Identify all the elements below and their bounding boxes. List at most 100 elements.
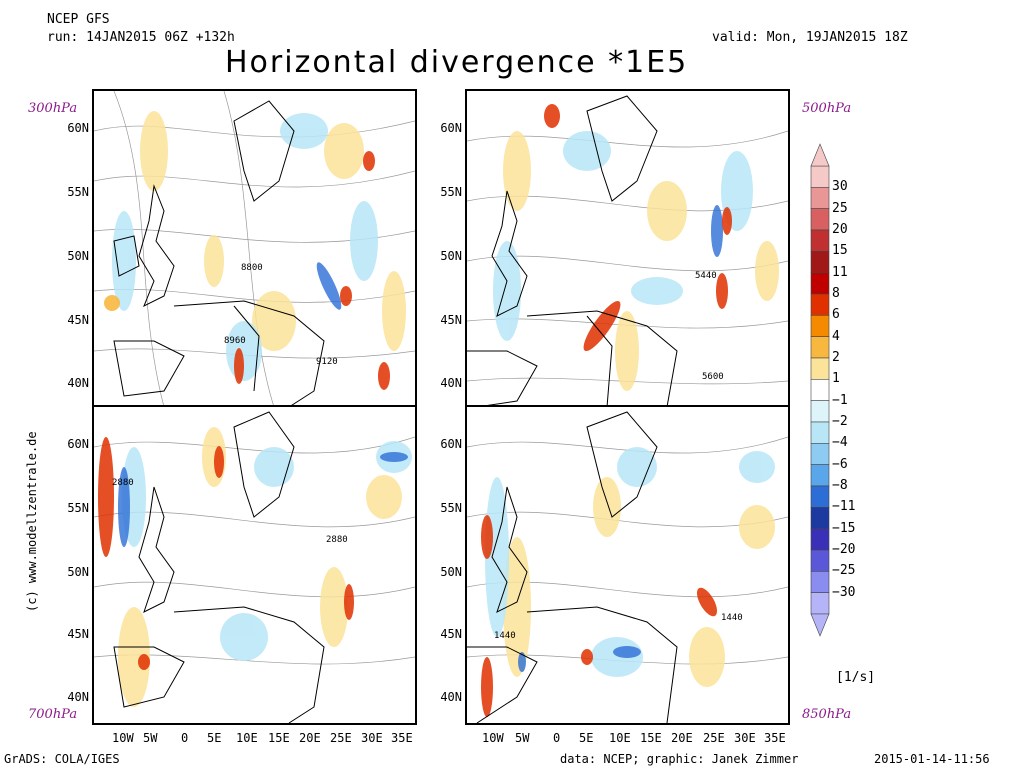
- lon-label: 0: [181, 731, 189, 745]
- lon-label: 10W: [112, 731, 134, 745]
- colorbar-tick-label: −8: [832, 478, 848, 493]
- map-panel-850: 1440 1440: [465, 405, 790, 725]
- contour-label: 9120: [316, 357, 338, 367]
- lat-label: 55N: [67, 185, 89, 199]
- lat-label: 50N: [67, 565, 89, 579]
- colorbar-tick-label: 6: [832, 307, 840, 323]
- colorbar: [810, 143, 830, 637]
- colorbar-swatch: [810, 272, 830, 295]
- lon-label: 10E: [236, 731, 258, 745]
- colorbar-tick-label: 11: [832, 264, 848, 280]
- colorbar-tick-label: 4: [832, 328, 840, 344]
- lat-label: 55N: [440, 185, 462, 199]
- contour-label: 2880: [112, 478, 134, 488]
- colorbar-swatch: [810, 315, 830, 337]
- colorbar-tick-label: −30: [832, 584, 856, 600]
- colorbar-tick-label: −4: [832, 435, 848, 451]
- lon-label: 20E: [671, 731, 693, 745]
- map-700-svg: 2880 2880: [94, 411, 415, 723]
- lat-label: 40N: [440, 376, 462, 390]
- level-label-850: 850hPa: [802, 707, 852, 722]
- model-name: NCEP GFS: [47, 12, 110, 27]
- valid-time: valid: Mon, 19JAN2015 18Z: [712, 30, 908, 45]
- colorbar-tick-label: 2: [832, 350, 840, 365]
- lat-label: 55N: [440, 501, 462, 515]
- lon-label: 10E: [609, 731, 631, 745]
- colorbar-swatch: [810, 485, 830, 508]
- lat-label: 45N: [67, 313, 89, 327]
- colorbar-swatch: [810, 549, 830, 572]
- lat-label: 55N: [67, 501, 89, 515]
- colorbar-tick-label: 8: [832, 286, 840, 301]
- contour-label: 8800: [241, 263, 263, 273]
- colorbar-swatch: [810, 251, 830, 273]
- colorbar-swatch: [810, 421, 830, 444]
- colorbar-swatch: [810, 571, 830, 593]
- colorbar-swatch: [810, 165, 830, 188]
- map-850-svg: 1440 1440: [467, 411, 788, 723]
- lat-label: 60N: [67, 121, 89, 135]
- contour-label: 5600: [702, 372, 724, 382]
- colorbar-tick-label: 20: [832, 222, 848, 237]
- chart-title: Horizontal divergence *1E5: [225, 45, 689, 80]
- level-label-500: 500hPa: [802, 101, 852, 116]
- lat-label: 50N: [440, 565, 462, 579]
- colorbar-swatch: [810, 379, 830, 401]
- colorbar-tick-label: 25: [832, 200, 848, 216]
- lat-label: 60N: [440, 121, 462, 135]
- colorbar-tick-label: 15: [832, 243, 848, 259]
- lon-label: 0: [553, 731, 561, 745]
- contour-label: 2880: [326, 535, 348, 545]
- lat-label: 50N: [440, 249, 462, 263]
- colorbar-bottom-arrow: [810, 613, 830, 637]
- lat-label: 45N: [440, 313, 462, 327]
- colorbar-tick-label: 30: [832, 179, 848, 195]
- lon-label: 15E: [268, 731, 290, 745]
- contour-label: 1440: [494, 631, 516, 641]
- contour-label: 8960: [224, 336, 246, 346]
- colorbar-tick-label: −6: [832, 456, 848, 472]
- colorbar-tick-label: −15: [832, 520, 856, 536]
- lat-label: 60N: [67, 437, 89, 451]
- lat-label: 50N: [67, 249, 89, 263]
- colorbar-swatch: [810, 443, 830, 465]
- colorbar-swatch: [810, 507, 830, 529]
- map-panel-700: 2880 2880: [92, 405, 417, 725]
- colorbar-swatch: [810, 229, 830, 252]
- colorbar-swatch: [810, 187, 830, 209]
- lat-label: 40N: [67, 690, 89, 704]
- lon-label: 30E: [734, 731, 756, 745]
- colorbar-swatch: [810, 464, 830, 487]
- colorbar-tick-label: −1: [832, 392, 848, 408]
- colorbar-swatch: [810, 592, 830, 615]
- colorbar-swatch: [810, 400, 830, 423]
- map-panel-500: 5440 5600: [465, 89, 790, 409]
- footer-center: data: NCEP; graphic: Janek Zimmer: [560, 752, 799, 766]
- lat-label: 60N: [440, 437, 462, 451]
- colorbar-tick-label: −25: [832, 563, 856, 579]
- lon-label: 35E: [391, 731, 413, 745]
- map-500-svg: 5440 5600: [467, 95, 788, 407]
- colorbar-tick-label: 1: [832, 371, 840, 387]
- lon-label: 10W: [482, 731, 504, 745]
- lon-label: 20E: [299, 731, 321, 745]
- colorbar-tick-label: −11: [832, 499, 856, 515]
- lon-label: 5E: [579, 731, 594, 745]
- level-label-300: 300hPa: [28, 101, 78, 116]
- level-label-700: 700hPa: [28, 707, 78, 722]
- lon-label: 35E: [764, 731, 786, 745]
- lon-label: 5W: [143, 731, 158, 745]
- colorbar-swatch: [810, 528, 830, 551]
- colorbar-unit: [1/s]: [836, 670, 876, 685]
- run-info: run: 14JAN2015 06Z +132h: [47, 30, 235, 45]
- site-credit: (c) www.modellzentrale.de: [25, 431, 39, 612]
- map-300-svg: 8800 8960 9120: [94, 91, 415, 407]
- colorbar-swatch: [810, 357, 830, 380]
- lon-label: 25E: [330, 731, 352, 745]
- lon-label: 15E: [640, 731, 662, 745]
- contour-label: 1440: [721, 613, 743, 623]
- lon-label: 25E: [703, 731, 725, 745]
- colorbar-tick-label: −20: [832, 542, 856, 557]
- lat-label: 45N: [67, 627, 89, 641]
- map-panel-300: 8800 8960 9120: [92, 89, 417, 409]
